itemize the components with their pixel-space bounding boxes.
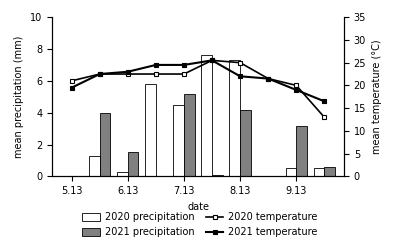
Bar (145, 84, 156, 176)
Bar (173, 105, 184, 176)
X-axis label: date: date (187, 202, 209, 212)
2021 temperature (294, 88, 299, 91)
Y-axis label: mean precipitation (mm): mean precipitation (mm) (14, 36, 24, 158)
2021 temperature (238, 75, 242, 78)
Bar (212, 175, 223, 176)
Y-axis label: mean temperature (°C): mean temperature (°C) (372, 39, 382, 154)
Bar (324, 167, 335, 176)
Bar (117, 172, 128, 176)
2021 temperature (69, 86, 74, 89)
Bar (240, 110, 251, 176)
Legend: 2020 precipitation, 2021 precipitation, 2020 temperature, 2021 temperature: 2020 precipitation, 2021 precipitation, … (79, 209, 321, 240)
Bar (201, 55, 212, 176)
2021 temperature (266, 77, 270, 80)
2020 temperature (322, 116, 327, 119)
Bar (314, 169, 324, 176)
2021 temperature (182, 63, 186, 66)
2021 temperature (126, 70, 130, 73)
2020 temperature (154, 73, 158, 75)
2020 temperature (210, 59, 214, 62)
Bar (89, 156, 100, 176)
Bar (230, 60, 240, 176)
Bar (296, 126, 307, 176)
2020 temperature (294, 84, 299, 87)
2021 temperature (154, 63, 158, 66)
Bar (128, 152, 138, 176)
Line: 2021 temperature: 2021 temperature (69, 58, 327, 104)
Bar (184, 94, 195, 176)
Line: 2020 temperature: 2020 temperature (69, 58, 327, 120)
2020 temperature (97, 73, 102, 75)
2020 temperature (126, 73, 130, 75)
2020 temperature (182, 73, 186, 75)
Bar (286, 168, 296, 176)
2021 temperature (210, 59, 214, 62)
2021 temperature (97, 73, 102, 75)
2020 temperature (238, 61, 242, 64)
2020 temperature (266, 77, 270, 80)
Bar (100, 113, 110, 176)
2021 temperature (322, 100, 327, 103)
2020 temperature (69, 79, 74, 82)
